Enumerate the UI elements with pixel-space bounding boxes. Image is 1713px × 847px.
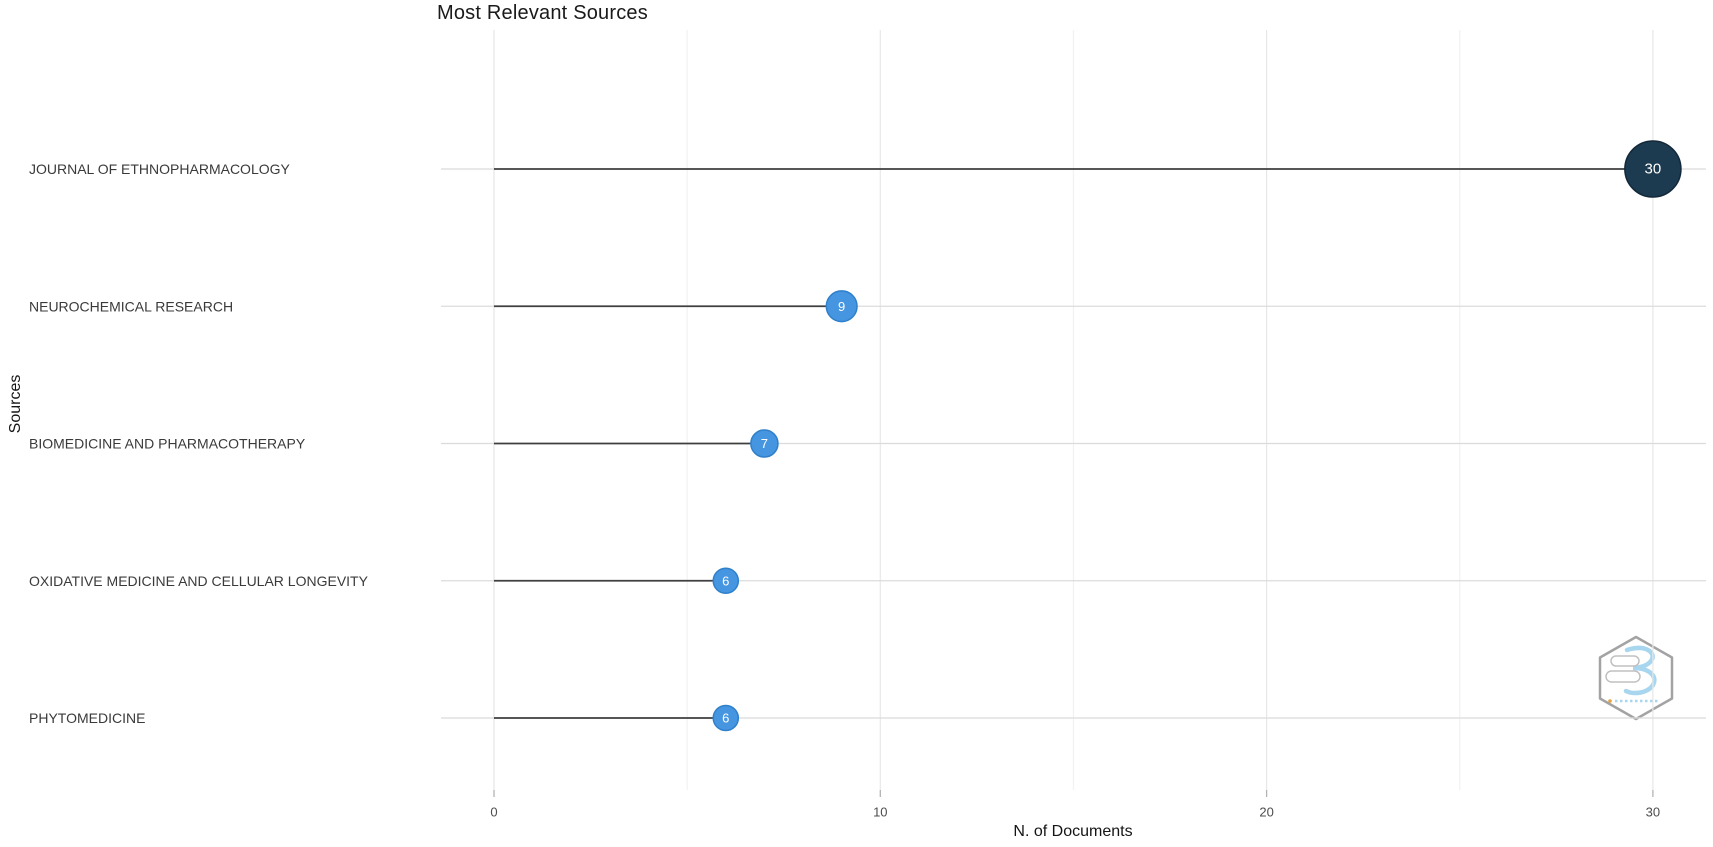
data-point bbox=[1624, 140, 1682, 198]
data-point bbox=[825, 290, 858, 323]
y-axis-category-label: BIOMEDICINE AND PHARMACOTHERAPY bbox=[29, 436, 306, 452]
logo-microtext-accent bbox=[1608, 699, 1612, 703]
x-axis-title: N. of Documents bbox=[1013, 823, 1133, 840]
y-axis-category-label: PHYTOMEDICINE bbox=[29, 710, 145, 726]
y-axis-category-label: JOURNAL OF ETHNOPHARMACOLOGY bbox=[29, 161, 291, 177]
data-point bbox=[712, 704, 740, 732]
data-point-value: 6 bbox=[722, 573, 729, 588]
x-tick-label: 10 bbox=[873, 805, 887, 820]
logo-bar-top bbox=[1610, 655, 1640, 667]
x-tick-label: 0 bbox=[490, 805, 497, 820]
logo-bar-bottom bbox=[1605, 670, 1641, 683]
y-axis-category-label: OXIDATIVE MEDICINE AND CELLULAR LONGEVIT… bbox=[29, 573, 369, 589]
x-tick-label: 30 bbox=[1646, 805, 1660, 820]
data-point bbox=[712, 567, 740, 595]
data-point bbox=[750, 429, 779, 458]
data-point-value: 6 bbox=[722, 711, 729, 726]
data-point-value: 9 bbox=[838, 299, 845, 314]
bibliometrix-logo bbox=[1598, 635, 1674, 721]
x-tick-label: 20 bbox=[1259, 805, 1273, 820]
chart-title: Most Relevant Sources bbox=[437, 2, 648, 24]
data-point-value: 30 bbox=[1645, 161, 1662, 178]
data-point-value: 7 bbox=[761, 436, 768, 451]
y-axis-category-label: NEUROCHEMICAL RESEARCH bbox=[29, 298, 233, 314]
logo-b-glyph bbox=[1623, 645, 1657, 696]
